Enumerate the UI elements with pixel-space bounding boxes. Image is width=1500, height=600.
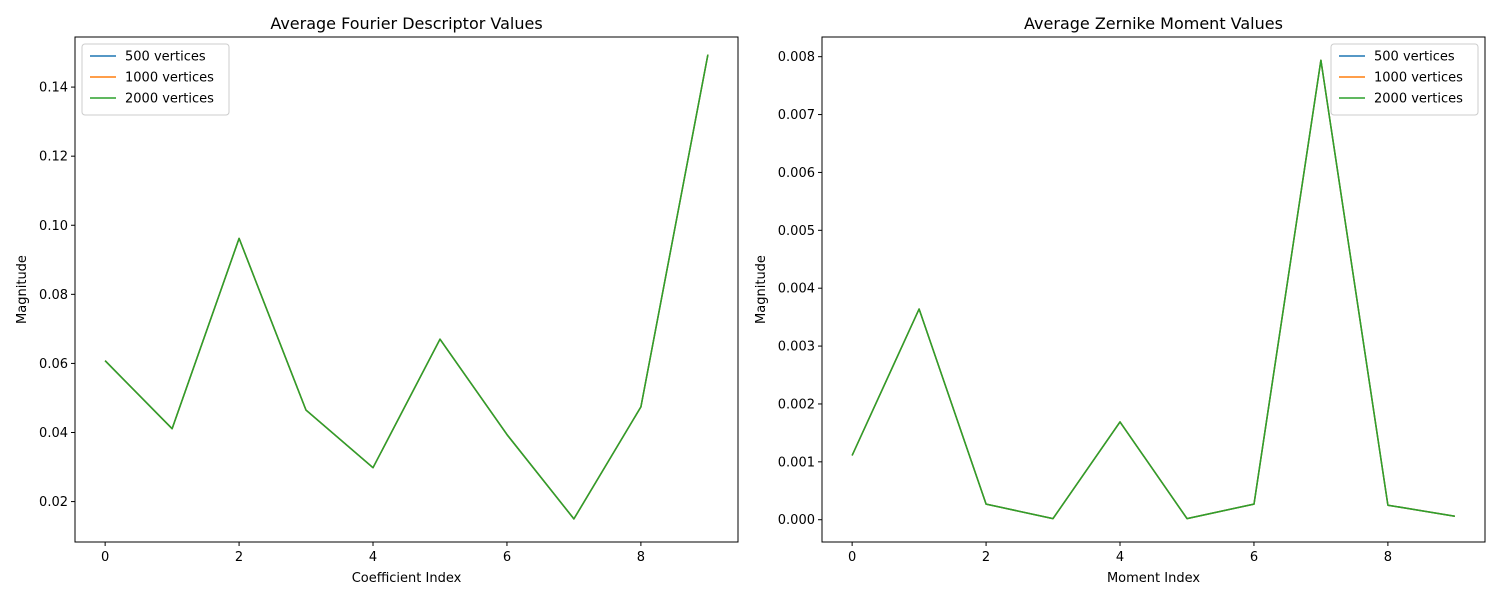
y-tick-label: 0.007	[778, 108, 815, 123]
chart-title: Average Zernike Moment Values	[1024, 14, 1283, 33]
y-tick-label: 0.001	[778, 455, 815, 470]
x-tick-label: 2	[982, 550, 990, 565]
y-tick-label: 0.000	[778, 513, 815, 528]
fourier-descriptor-chart: Average Fourier Descriptor Values 0 2 4 6 8 0.…	[15, 14, 739, 586]
legend-entry: 2000 vertices	[1374, 92, 1463, 107]
legend-entry: 2000 vertices	[125, 92, 214, 107]
legend-entry: 1000 vertices	[1374, 71, 1463, 86]
y-axis-label: Magnitude	[15, 255, 30, 324]
x-tick-label: 0	[848, 550, 856, 565]
y-tick-label: 0.008	[778, 50, 815, 65]
series-line-1000-vertices	[104, 54, 709, 520]
x-tick-label: 4	[369, 550, 377, 565]
x-tick-label: 0	[101, 550, 109, 565]
y-tick-label: 0.005	[778, 224, 815, 239]
y-axis-label: Magnitude	[754, 255, 769, 324]
y-tick-label: 0.003	[778, 340, 815, 355]
legend-box	[1330, 43, 1479, 116]
series-line-500-vertices	[104, 54, 709, 520]
x-tick-label: 2	[235, 550, 243, 565]
x-axis-label: Moment Index	[1107, 571, 1200, 586]
x-tick-label: 6	[1250, 550, 1258, 565]
y-tick-label: 0.08	[39, 288, 68, 303]
legend-entry: 500 vertices	[125, 50, 206, 65]
legend-entry: 500 vertices	[1374, 50, 1455, 65]
y-tick-label: 0.04	[39, 426, 68, 441]
y-tick-label: 0.006	[778, 166, 815, 181]
legend-box	[81, 43, 230, 116]
x-tick-label: 8	[637, 550, 645, 565]
legend: 500 vertices 1000 vertices 2000 vertices	[81, 43, 230, 116]
y-tick-label: 0.14	[39, 81, 68, 96]
x-axis-label: Coefficient Index	[352, 571, 462, 586]
series-line-1000-vertices	[851, 59, 1456, 520]
series-line-500-vertices	[851, 59, 1456, 520]
y-tick-label: 0.10	[39, 219, 68, 234]
y-tick-label: 0.004	[778, 282, 815, 297]
plot-frame	[821, 36, 1486, 543]
y-tick-label: 0.02	[39, 495, 68, 510]
y-tick-label: 0.06	[39, 357, 68, 372]
series-line-2000-vertices	[104, 54, 709, 520]
chart-title: Average Fourier Descriptor Values	[270, 14, 542, 33]
y-tick-label: 0.002	[778, 397, 815, 412]
x-tick-label: 8	[1384, 550, 1392, 565]
legend: 500 vertices 1000 vertices 2000 vertices	[1330, 43, 1479, 116]
zernike-moment-chart: Average Zernike Moment Values 0 2 4 6 8 0.000 0…	[754, 14, 1486, 586]
legend-entry: 1000 vertices	[125, 71, 214, 86]
plot-frame	[74, 36, 739, 543]
x-tick-label: 4	[1116, 550, 1124, 565]
x-tick-label: 6	[503, 550, 511, 565]
series-line-2000-vertices	[851, 59, 1456, 520]
y-tick-label: 0.12	[39, 150, 68, 165]
